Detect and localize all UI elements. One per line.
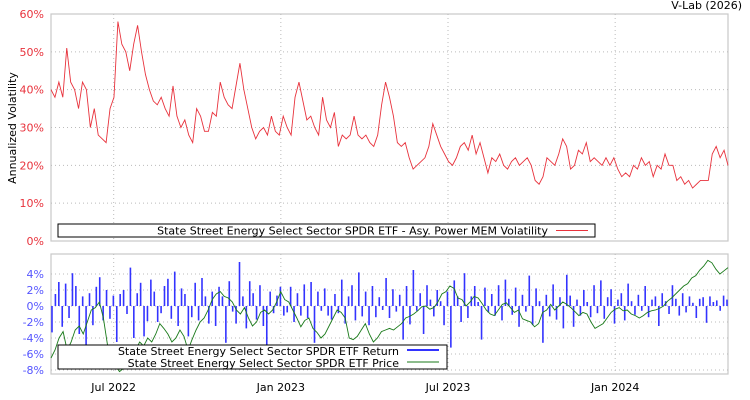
bottom-ytick-label: -6% [23,348,44,361]
y-axis-label: Annualized Volatility [6,72,19,184]
bottom-ytick-label: -4% [23,332,44,345]
volatility-line [50,21,729,189]
xtick-label: Jan 2023 [256,381,305,394]
bottom-ytick-label: -8% [23,364,44,377]
top-legend-box [57,223,596,238]
xtick-label: Jan 2024 [590,381,639,394]
top-ytick-label: 10% [20,197,44,210]
bottom-ytick-label: 4% [27,268,44,281]
top-ytick-label: 20% [20,159,44,172]
top-plot-frame [50,13,729,242]
price-line [50,259,729,373]
top-ytick-label: 30% [20,122,44,135]
credit-label: V-Lab (2026) [671,0,742,12]
top-ytick-label: 0% [27,235,44,248]
bottom-ytick-label: 0% [27,300,44,313]
xtick-label: Jul 2023 [425,381,471,394]
top-legend-label: State Street Energy Select Sector SPDR E… [157,225,548,238]
price-legend-label: State Street Energy Select Sector SPDR E… [128,357,400,370]
top-ytick-label: 50% [20,46,44,59]
top-ytick-label: 40% [20,84,44,97]
xtick-label: Jul 2022 [90,381,136,394]
bottom-ytick-label: 2% [27,284,44,297]
bottom-ytick-label: -2% [23,316,44,329]
return-legend-label: State Street Energy Select Sector SPDR E… [118,345,399,358]
top-ytick-label: 60% [20,8,44,21]
bottom-legend-box [57,344,448,370]
